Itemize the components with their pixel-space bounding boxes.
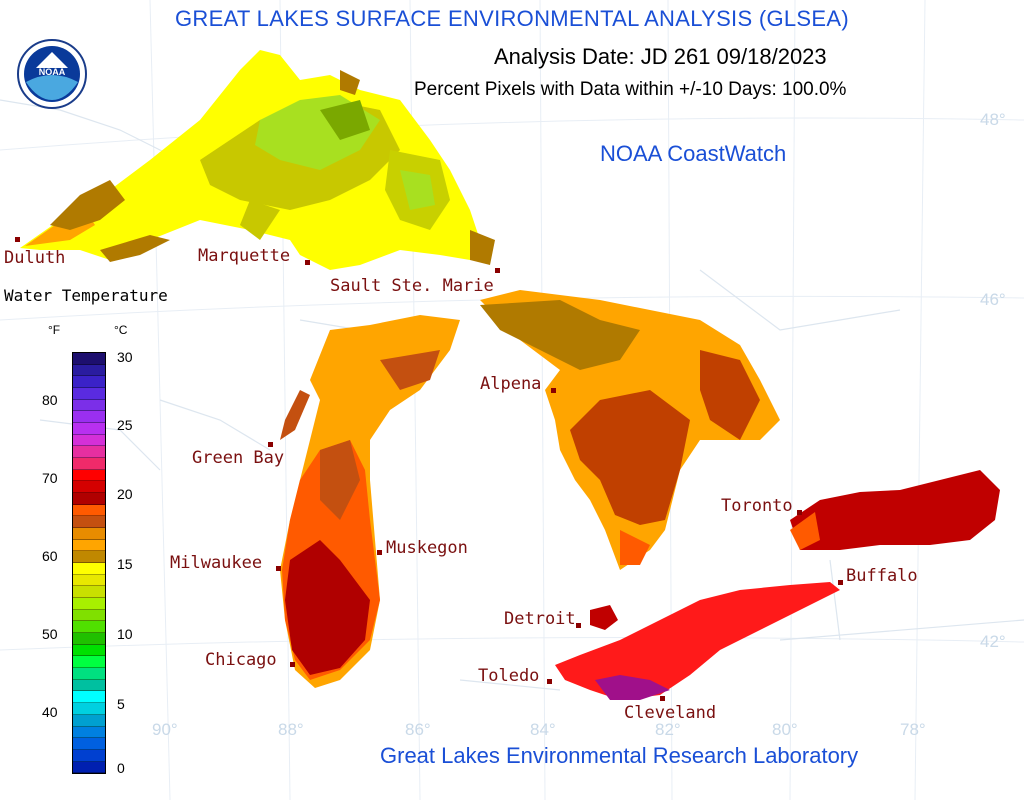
lake-erie xyxy=(555,582,840,700)
colorbar-swatch xyxy=(73,423,105,435)
city-label-chicago: Chicago xyxy=(205,650,277,670)
colorbar-swatch xyxy=(73,435,105,447)
legend-tick-c: 0 xyxy=(117,760,125,776)
lon-label: 84° xyxy=(530,720,556,740)
noaa-logo: NOAA xyxy=(16,38,88,110)
colorbar-swatch xyxy=(73,446,105,458)
temperature-colorbar xyxy=(72,352,106,774)
colorbar-swatch xyxy=(73,598,105,610)
legend-tick-c: 5 xyxy=(117,696,125,712)
legend-tick-c: 30 xyxy=(117,349,133,365)
colorbar-swatch xyxy=(73,668,105,680)
city-label-toledo: Toledo xyxy=(478,666,539,686)
colorbar-swatch xyxy=(73,656,105,668)
colorbar-swatch xyxy=(73,481,105,493)
city-label-duluth: Duluth xyxy=(4,248,65,268)
city-label-sault-ste-marie: Sault Ste. Marie xyxy=(330,276,494,296)
colorbar-swatch xyxy=(73,516,105,528)
colorbar-swatch xyxy=(73,458,105,470)
legend-title: Water Temperature xyxy=(4,286,168,305)
colorbar-swatch xyxy=(73,353,105,365)
city-label-buffalo: Buffalo xyxy=(846,566,918,586)
colorbar-swatch xyxy=(73,528,105,540)
colorbar-swatch xyxy=(73,727,105,739)
lat-label: 48° xyxy=(980,110,1006,130)
legend-tick-c: 20 xyxy=(117,486,133,502)
colorbar-swatch xyxy=(73,470,105,482)
colorbar-swatch xyxy=(73,505,105,517)
lon-label: 80° xyxy=(772,720,798,740)
colorbar-swatch xyxy=(73,715,105,727)
colorbar-swatch xyxy=(73,365,105,377)
city-label-toronto: Toronto xyxy=(721,496,793,516)
glerl-label: Great Lakes Environmental Research Labor… xyxy=(380,743,858,769)
colorbar-swatch xyxy=(73,680,105,692)
legend-tick-f: 50 xyxy=(42,626,58,642)
city-label-green-bay: Green Bay xyxy=(192,448,284,468)
legend-unit-f: °F xyxy=(48,323,60,337)
colorbar-swatch xyxy=(73,645,105,657)
percent-pixels: Percent Pixels with Data within +/-10 Da… xyxy=(414,79,846,101)
city-label-milwaukee: Milwaukee xyxy=(170,553,262,573)
colorbar-swatch xyxy=(73,762,105,774)
analysis-date: Analysis Date: JD 261 09/18/2023 xyxy=(494,44,827,70)
colorbar-swatch xyxy=(73,621,105,633)
city-label-alpena: Alpena xyxy=(480,374,541,394)
page-title: GREAT LAKES SURFACE ENVIRONMENTAL ANALYS… xyxy=(0,6,1024,32)
colorbar-swatch xyxy=(73,400,105,412)
colorbar-swatch xyxy=(73,691,105,703)
legend-tick-c: 15 xyxy=(117,556,133,572)
city-label-detroit: Detroit xyxy=(504,609,576,629)
lon-label: 78° xyxy=(900,720,926,740)
lat-label: 46° xyxy=(980,290,1006,310)
legend-unit-c: °C xyxy=(114,323,127,337)
colorbar-swatch xyxy=(73,563,105,575)
legend-tick-c: 25 xyxy=(117,417,133,433)
lake-ontario xyxy=(790,470,1000,550)
colorbar-swatch xyxy=(73,703,105,715)
lon-label: 90° xyxy=(152,720,178,740)
colorbar-swatch xyxy=(73,750,105,762)
city-label-muskegon: Muskegon xyxy=(386,538,468,558)
coastwatch-label: NOAA CoastWatch xyxy=(600,141,786,167)
legend-tick-c: 10 xyxy=(117,626,133,642)
colorbar-swatch xyxy=(73,610,105,622)
lake-michigan xyxy=(280,315,460,688)
lon-label: 82° xyxy=(655,720,681,740)
city-label-marquette: Marquette xyxy=(198,246,290,266)
lat-label: 42° xyxy=(980,632,1006,652)
noaa-logo-text: NOAA xyxy=(16,67,88,77)
colorbar-swatch xyxy=(73,738,105,750)
colorbar-swatch xyxy=(73,575,105,587)
lake-st-clair xyxy=(590,605,618,630)
legend-tick-f: 40 xyxy=(42,704,58,720)
city-label-cleveland: Cleveland xyxy=(624,703,716,723)
colorbar-swatch xyxy=(73,493,105,505)
legend-tick-f: 80 xyxy=(42,392,58,408)
colorbar-swatch xyxy=(73,586,105,598)
legend-tick-f: 70 xyxy=(42,470,58,486)
colorbar-swatch xyxy=(73,376,105,388)
colorbar-swatch xyxy=(73,388,105,400)
legend-tick-f: 60 xyxy=(42,548,58,564)
lon-label: 88° xyxy=(278,720,304,740)
lake-huron xyxy=(480,290,780,570)
lon-label: 86° xyxy=(405,720,431,740)
colorbar-swatch xyxy=(73,633,105,645)
colorbar-swatch xyxy=(73,411,105,423)
colorbar-swatch xyxy=(73,551,105,563)
colorbar-swatch xyxy=(73,540,105,552)
